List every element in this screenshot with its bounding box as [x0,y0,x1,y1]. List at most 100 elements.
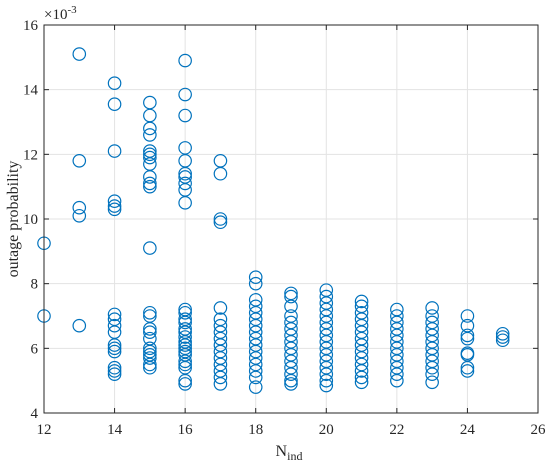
data-point [72,318,87,333]
data-point [460,331,475,346]
y-tick-labels: 4 6 8 10 12 14 16 [23,18,39,422]
data-point [143,360,157,375]
x-tick-label: 26 [531,422,547,438]
data-point [319,378,334,393]
data-point [178,176,192,191]
data-point [284,367,298,381]
data-point [143,121,157,136]
data-point [284,286,298,301]
grid-lines [43,24,539,414]
data-point [72,47,87,61]
y-multiplier-base: ×10 [44,7,67,23]
data-point [143,176,157,191]
data-points [37,47,510,394]
x-tick-label: 20 [319,422,334,438]
data-point [178,196,192,210]
data-point [178,330,192,344]
data-point [143,357,157,372]
data-point [425,367,439,381]
data-point [460,309,475,323]
data-point [213,370,228,385]
data-point [248,276,263,291]
y-tick-label: 4 [31,406,39,422]
data-point [107,360,122,375]
data-point [143,150,157,165]
data-point [143,147,157,162]
data-point [72,154,87,168]
data-point [354,294,369,309]
data-point [354,370,369,385]
data-point [107,202,122,217]
data-point [354,375,369,390]
data-point [495,333,510,348]
data-point [178,354,192,369]
data-point [425,375,439,390]
data-point [248,270,263,284]
data-point [178,87,192,102]
x-tick-label: 18 [248,422,263,438]
data-point [178,315,192,330]
data-point [143,309,157,323]
data-point [319,367,334,381]
data-point [460,364,475,378]
y-multiplier: ×10-3 [44,4,77,23]
data-point [72,200,87,215]
y-tick-label: 16 [23,18,39,34]
y-tick-label: 8 [31,277,39,293]
x-tick-label: 16 [178,422,194,438]
data-point [495,330,510,344]
data-point [248,364,263,378]
data-point [284,289,298,304]
data-point [178,377,192,391]
data-point [107,367,122,381]
x-tick-labels: 12 14 16 18 20 22 24 26 [37,422,547,438]
data-point [213,154,228,168]
data-point [107,97,122,112]
data-point [425,360,439,375]
data-point [107,364,122,378]
data-point [107,318,122,333]
data-point [213,215,228,230]
y-axis-label: outage probability [5,161,22,278]
data-point [143,95,157,110]
data-point [284,373,298,388]
data-point [248,370,263,385]
y-tick-label: 12 [23,147,38,163]
data-point [107,76,122,90]
data-point [284,377,298,391]
data-point [178,338,192,352]
y-tick-label: 14 [23,83,39,99]
data-point [354,364,369,378]
tick-marks [43,24,539,414]
data-point [143,241,157,255]
data-point [107,307,122,322]
data-point [213,301,228,315]
data-point [72,208,87,223]
data-point [213,377,228,391]
data-point [107,144,122,158]
data-point [460,360,475,375]
data-point [143,322,157,336]
y-multiplier-exp: -3 [67,4,77,16]
x-tick-label: 12 [37,422,52,438]
data-point [390,367,404,381]
data-point [213,166,228,181]
data-point [143,305,157,320]
data-point [178,53,192,68]
data-point [107,194,122,209]
data-point [143,179,157,194]
data-point [143,128,157,142]
data-point [425,301,439,315]
data-point [178,357,192,372]
data-point [495,326,510,341]
data-point [248,380,263,394]
x-axis-label-main: N [276,443,288,460]
data-point [107,341,122,356]
x-axis-label-sub: ind [287,449,302,463]
data-point [143,341,157,356]
x-tick-label: 22 [389,422,404,438]
data-point [143,351,157,365]
data-point [178,373,192,388]
data-point [143,108,157,123]
